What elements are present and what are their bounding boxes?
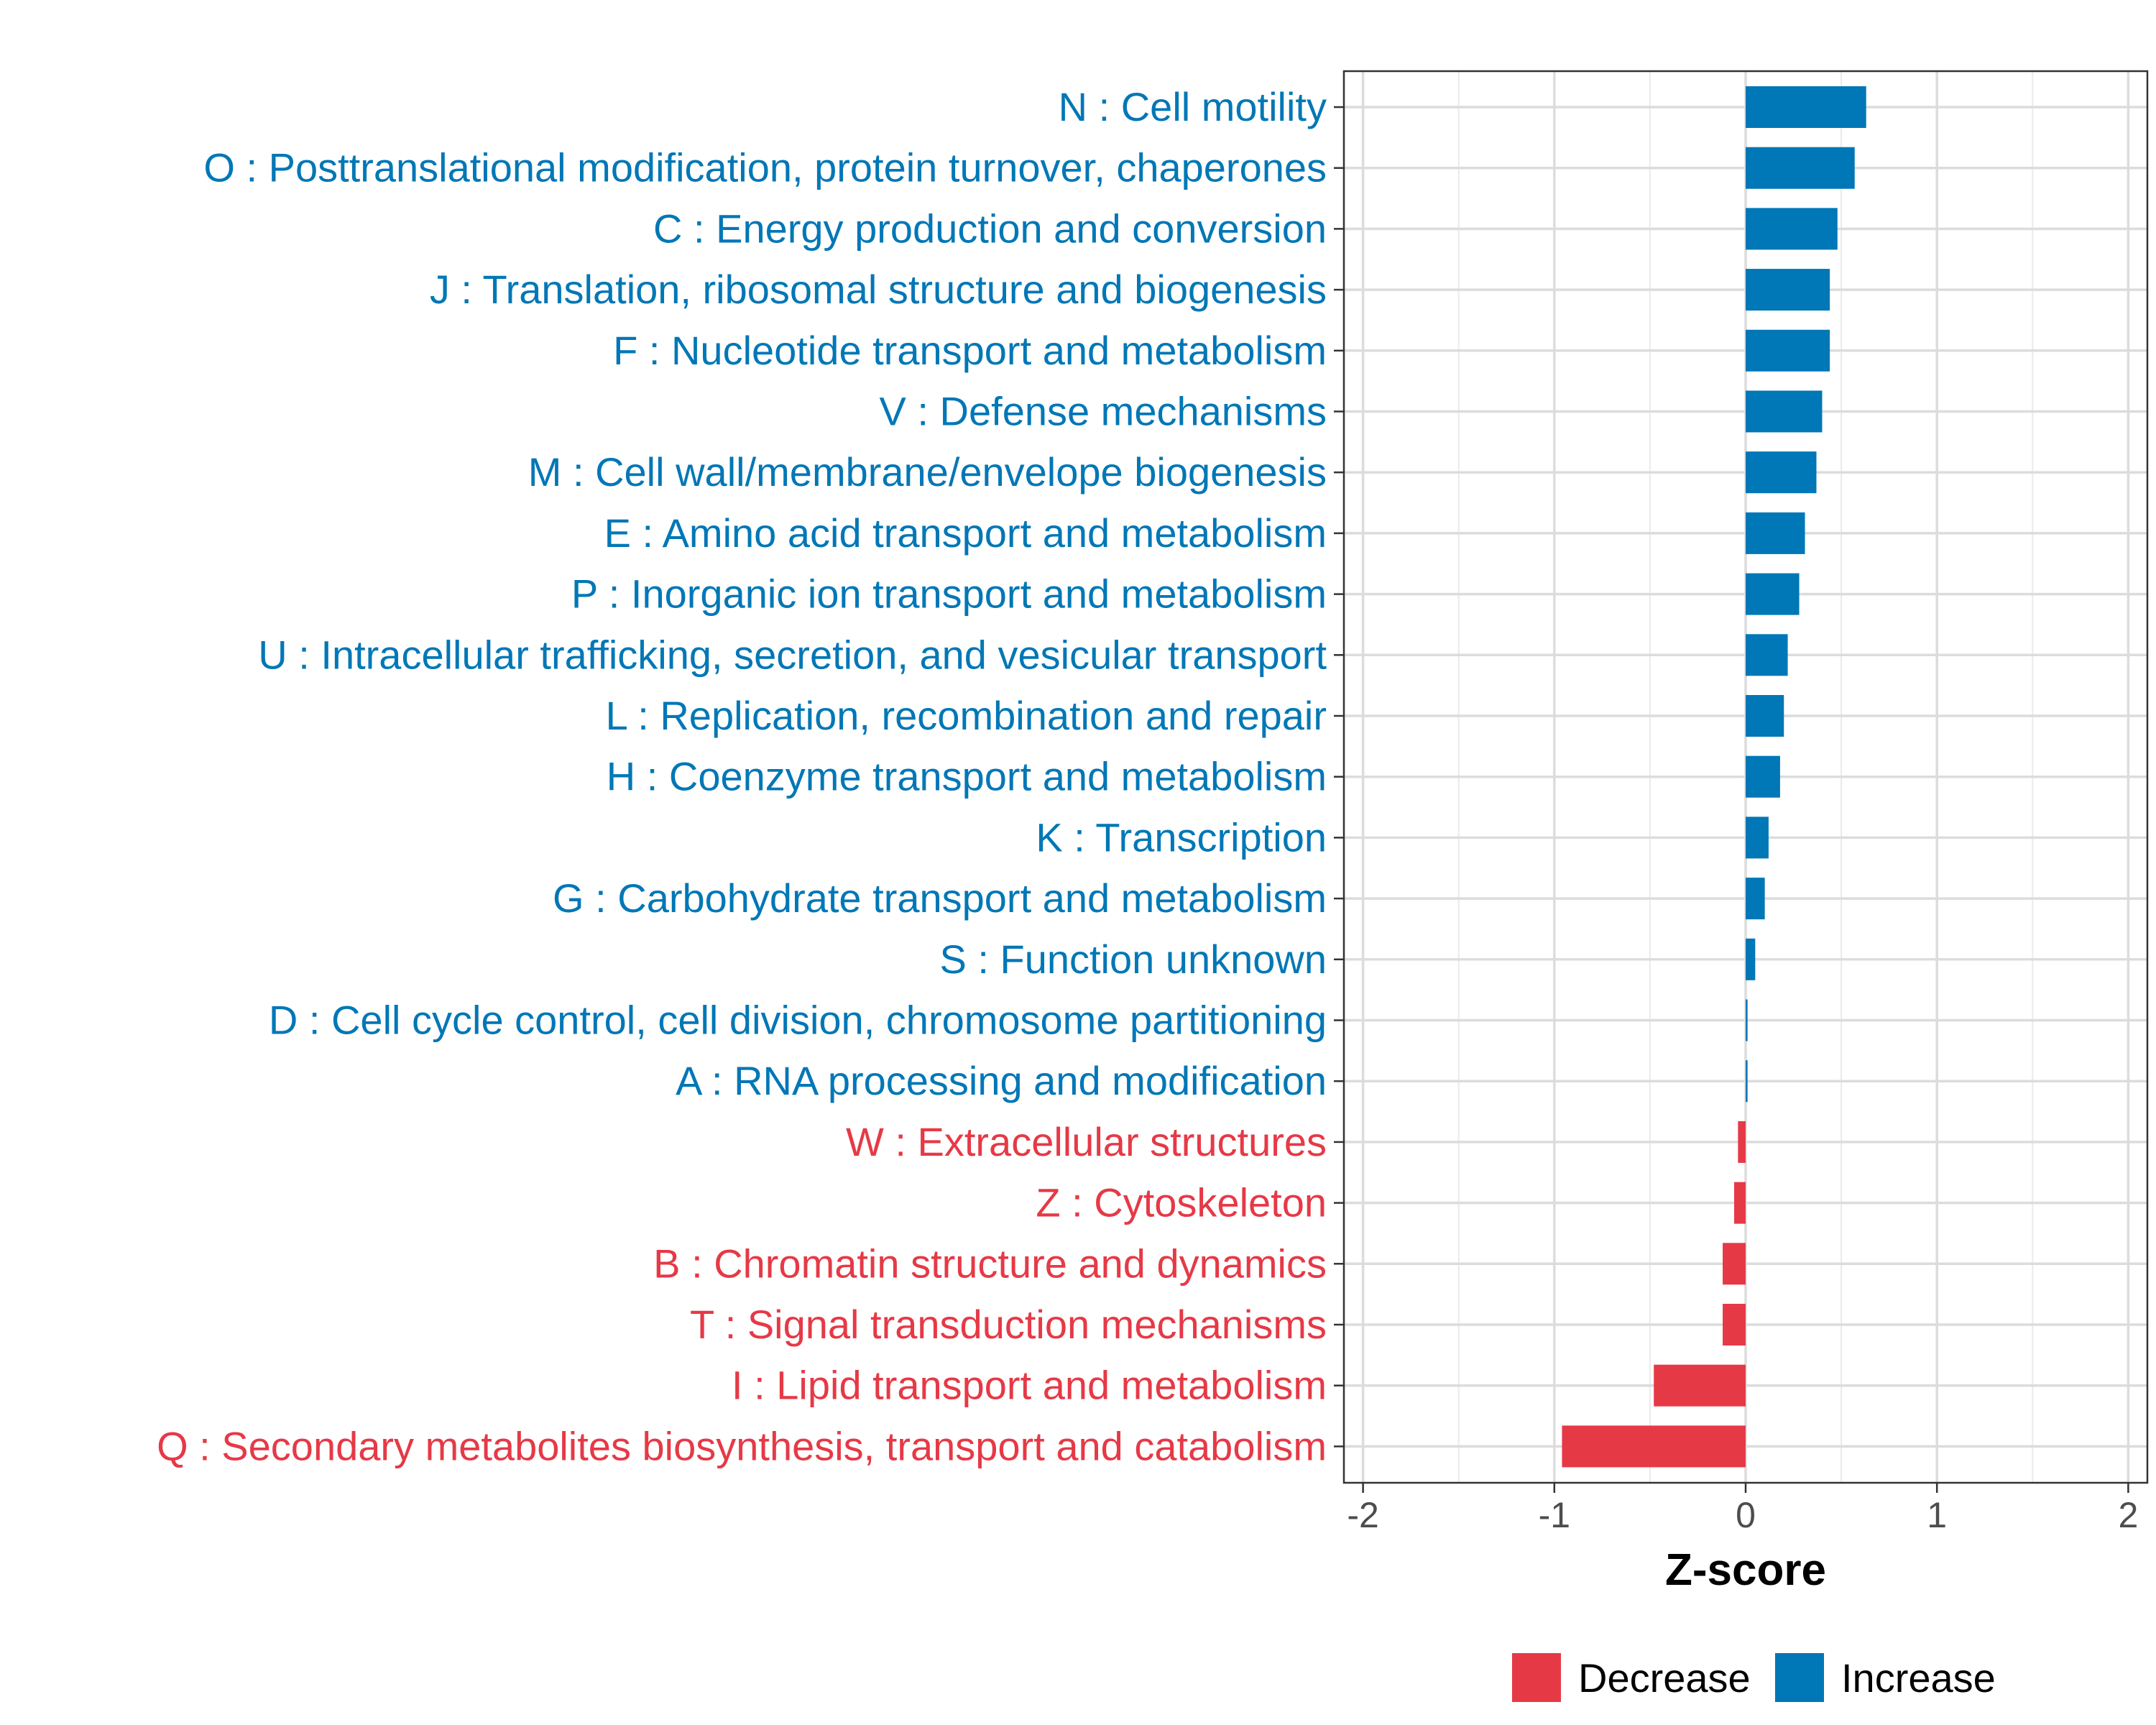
category-label: F : Nucleotide transport and metabolism [613, 328, 1327, 373]
bar [1746, 208, 1838, 250]
category-label: S : Function unknown [939, 937, 1327, 982]
category-label: K : Transcription [1036, 814, 1327, 860]
category-label: C : Energy production and conversion [653, 206, 1327, 251]
ticks-layer [1334, 106, 2129, 1493]
category-label: M : Cell wall/membrane/envelope biogenes… [528, 449, 1327, 494]
legend-label-decrease: Decrease [1578, 1655, 1751, 1701]
x-tick-label: 2 [2118, 1495, 2138, 1535]
category-label: D : Cell cycle control, cell division, c… [269, 998, 1327, 1043]
x-tick-label: 1 [1927, 1495, 1947, 1535]
bar [1746, 816, 1769, 859]
bar [1746, 451, 1817, 494]
bar [1746, 1060, 1748, 1103]
bar [1746, 512, 1805, 554]
category-label: H : Coenzyme transport and metabolism [607, 754, 1327, 799]
category-label: E : Amino acid transport and metabolism [604, 510, 1327, 556]
bar [1723, 1304, 1746, 1346]
bar [1562, 1425, 1746, 1468]
category-label: I : Lipid transport and metabolism [732, 1363, 1327, 1408]
x-tick-labels: -2 -1 0 1 2 [1347, 1495, 2138, 1535]
bar [1746, 878, 1765, 920]
category-labels: N : Cell motility O : Posttranslational m… [157, 84, 1327, 1468]
legend-swatch-increase [1775, 1653, 1824, 1702]
category-label: U : Intracellular trafficking, secretion… [258, 632, 1327, 677]
bar [1746, 573, 1800, 615]
x-tick-label: 0 [1736, 1495, 1756, 1535]
legend-label-increase: Increase [1841, 1655, 1996, 1701]
legend: Decrease Increase [1512, 1653, 1996, 1702]
category-label: Z : Cytoskeleton [1036, 1180, 1327, 1225]
bar [1746, 695, 1784, 737]
bar [1734, 1182, 1746, 1224]
category-label: W : Extracellular structures [846, 1119, 1327, 1164]
bar [1723, 1243, 1746, 1285]
bar [1746, 755, 1780, 798]
category-label: L : Replication, recombination and repai… [606, 693, 1327, 738]
category-label: V : Defense mechanisms [880, 389, 1327, 434]
x-tick-label: -1 [1539, 1495, 1570, 1535]
legend-swatch-decrease [1512, 1653, 1561, 1702]
bar [1746, 269, 1830, 311]
bar [1746, 147, 1855, 189]
bars-layer [1562, 86, 1866, 1468]
category-label: B : Chromatin structure and dynamics [653, 1241, 1327, 1286]
category-label: A : RNA processing and modification [676, 1058, 1327, 1103]
category-label: N : Cell motility [1059, 84, 1327, 129]
bar [1746, 999, 1748, 1041]
bar [1746, 390, 1823, 433]
bar [1746, 329, 1830, 372]
category-label: P : Inorganic ion transport and metaboli… [571, 571, 1327, 617]
x-axis-title: Z-score [1665, 1545, 1826, 1595]
bar [1746, 938, 1756, 980]
bar [1746, 634, 1788, 676]
category-label: J : Translation, ribosomal structure and… [430, 267, 1327, 312]
x-tick-label: -2 [1347, 1495, 1378, 1535]
category-label: O : Posttranslational modification, prot… [203, 145, 1327, 190]
category-label: T : Signal transduction mechanisms [690, 1302, 1327, 1347]
bar [1746, 86, 1866, 128]
category-label: Q : Secondary metabolites biosynthesis, … [157, 1423, 1327, 1468]
bar [1738, 1121, 1746, 1163]
category-label: G : Carbohydrate transport and metabolis… [553, 875, 1327, 921]
bar [1654, 1364, 1746, 1407]
